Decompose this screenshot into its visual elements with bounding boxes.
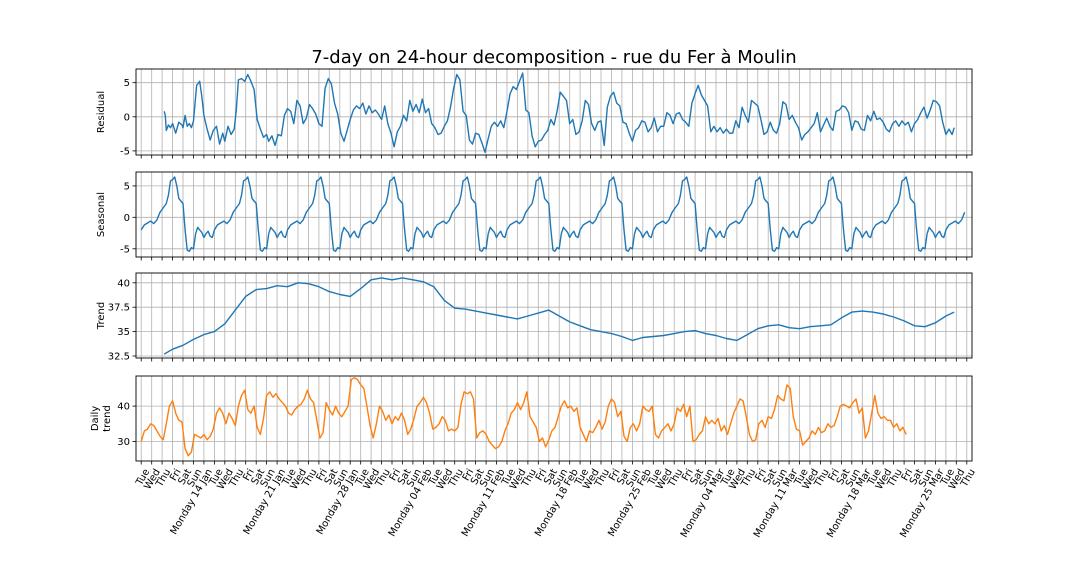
- y-axis-label: trend: [102, 405, 113, 432]
- y-tick-label: 30: [117, 437, 130, 448]
- y-tick-label: 32.5: [108, 352, 130, 363]
- y-tick-label: -5: [120, 146, 130, 157]
- panel-4: 30 40 Daily trend: [90, 375, 973, 465]
- x-tick-label: Fri: [241, 467, 256, 483]
- x-tick-label: Fri: [753, 467, 768, 483]
- y-tick-label: 5: [124, 78, 130, 89]
- y-tick-label: -5: [120, 244, 130, 255]
- x-tick-label: Fri: [461, 467, 476, 483]
- chart-title: 7-day on 24-hour decomposition - rue du …: [311, 47, 796, 68]
- y-tick-label: 40: [117, 278, 130, 289]
- x-tick-label: Fri: [388, 467, 403, 483]
- y-axis-label: Trend: [96, 302, 107, 330]
- y-tick-label: 5: [124, 181, 130, 192]
- axes-frame: [135, 375, 973, 462]
- series-line: [163, 72, 955, 153]
- y-tick-label: 0: [124, 213, 130, 224]
- x-tick-label: Fri: [315, 467, 330, 483]
- panel-3: 32.5 35 37.5 40 Trend: [96, 272, 973, 363]
- x-tick-label: Fri: [534, 467, 549, 483]
- axes-frame: [135, 171, 973, 258]
- axes-frame: [135, 272, 973, 359]
- panel-2: -5 0 5 Seasonal: [96, 171, 973, 261]
- x-tick-label: Fri: [607, 467, 622, 483]
- x-tick-label: Fri: [680, 467, 695, 483]
- series-line: [140, 176, 966, 252]
- y-tick-label: 37.5: [108, 303, 130, 314]
- y-axis-label: Residual: [96, 91, 107, 133]
- panel-1: -5 0 5 Residual: [96, 68, 973, 159]
- series-line: [163, 277, 955, 355]
- y-tick-label: 0: [124, 112, 130, 123]
- series-line: [140, 377, 907, 457]
- x-tick-label: Fri: [827, 467, 842, 483]
- y-axis-label: Seasonal: [96, 192, 107, 237]
- x-tick-label: Fri: [168, 467, 183, 483]
- y-tick-label: 35: [117, 327, 130, 338]
- x-tick-label: Fri: [900, 467, 915, 483]
- y-axis-label: Daily: [90, 406, 101, 431]
- axes-frame: [135, 68, 973, 156]
- y-tick-label: 40: [117, 402, 130, 413]
